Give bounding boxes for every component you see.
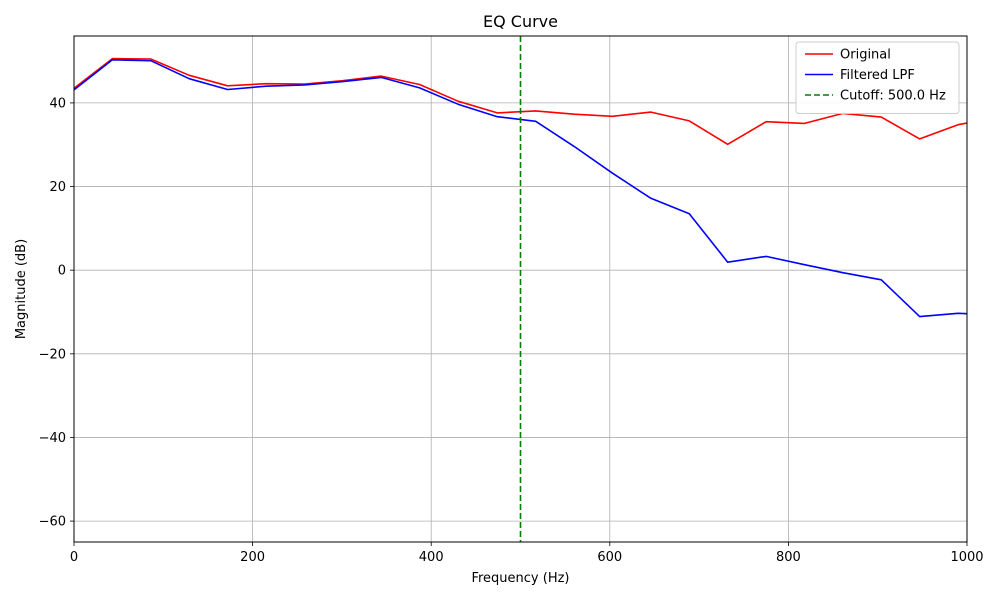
y-tick-label: 0: [58, 264, 66, 279]
plot-frame: [73, 35, 968, 543]
ticks: 0 200 400 600 800 1000 −60 −40 −20 0 20 40: [39, 96, 984, 565]
x-tick-label: 800: [776, 550, 801, 565]
y-axis-label: Magnitude (dB): [14, 239, 29, 339]
chart-title: EQ Curve: [483, 12, 558, 31]
legend-label: Cutoff: 500.0 Hz: [840, 89, 946, 104]
y-tick-label: −40: [39, 431, 66, 446]
x-tick-label: 600: [597, 550, 622, 565]
x-tick-label: 200: [240, 550, 265, 565]
y-tick-label: −20: [39, 347, 66, 362]
legend: Original Filtered LPF Cutoff: 500.0 Hz: [795, 41, 960, 114]
legend-label: Filtered LPF: [840, 68, 915, 83]
y-tick-label: 40: [49, 96, 66, 111]
x-tick-label: 1000: [950, 550, 983, 565]
x-tick-label: 400: [419, 550, 444, 565]
series-line-filtered-lpf: [74, 58, 967, 318]
y-tick-label: 20: [49, 180, 66, 195]
legend-label: Original: [840, 48, 891, 63]
y-tick-label: −60: [39, 515, 66, 530]
legend-box: [795, 41, 960, 114]
x-tick-label: 0: [70, 550, 78, 565]
x-axis-label: Frequency (Hz): [471, 571, 569, 586]
